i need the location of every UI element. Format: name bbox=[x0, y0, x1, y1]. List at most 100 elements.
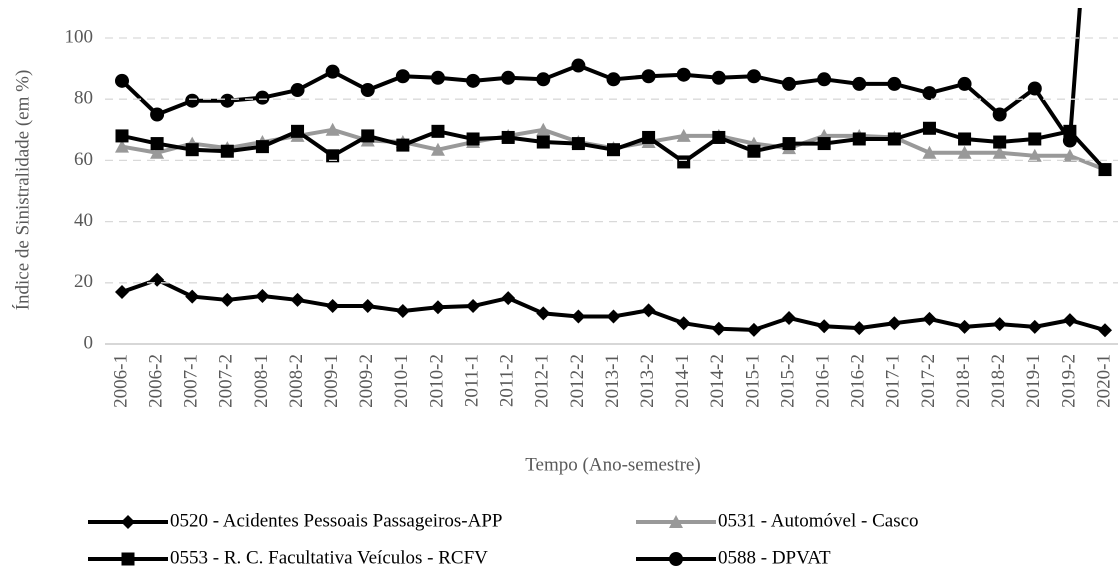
x-tick-label: 2020-1 bbox=[1093, 354, 1114, 408]
x-tick-label: 2012-2 bbox=[567, 354, 588, 408]
x-tick-label: 2011-2 bbox=[497, 354, 518, 407]
marker bbox=[606, 72, 621, 87]
marker bbox=[360, 83, 375, 98]
marker bbox=[291, 124, 305, 138]
x-tick-label: 2008-1 bbox=[251, 354, 272, 408]
marker bbox=[887, 132, 901, 146]
x-tick-label: 2011-1 bbox=[461, 354, 482, 407]
marker bbox=[255, 288, 270, 303]
marker bbox=[536, 135, 550, 149]
marker bbox=[817, 72, 832, 87]
y-tick-label: 0 bbox=[84, 332, 94, 353]
marker bbox=[669, 552, 683, 566]
x-tick-label: 2010-1 bbox=[391, 354, 412, 408]
marker bbox=[958, 132, 972, 146]
marker bbox=[642, 130, 656, 144]
marker bbox=[993, 135, 1007, 149]
marker bbox=[466, 299, 481, 314]
x-tick-label: 2007-1 bbox=[181, 354, 202, 408]
marker bbox=[501, 291, 516, 306]
legend-label: 0531 - Automóvel - Casco bbox=[718, 510, 919, 531]
x-tick-label: 2008-2 bbox=[286, 354, 307, 408]
marker bbox=[1027, 319, 1042, 334]
marker bbox=[431, 124, 445, 138]
marker bbox=[676, 67, 691, 82]
y-tick-label: 80 bbox=[74, 88, 93, 109]
x-tick-label: 2018-2 bbox=[988, 354, 1009, 408]
marker bbox=[115, 73, 129, 88]
marker bbox=[150, 107, 165, 122]
marker bbox=[957, 145, 972, 159]
x-tick-label: 2015-1 bbox=[742, 354, 763, 408]
marker bbox=[957, 319, 972, 334]
marker bbox=[290, 292, 305, 307]
marker bbox=[430, 300, 445, 315]
marker bbox=[115, 129, 129, 143]
marker bbox=[430, 142, 445, 156]
marker bbox=[817, 137, 831, 151]
marker bbox=[121, 552, 135, 566]
marker bbox=[1062, 148, 1077, 162]
marker bbox=[185, 93, 200, 108]
marker bbox=[325, 64, 340, 79]
marker bbox=[501, 70, 516, 85]
marker bbox=[255, 90, 270, 105]
marker bbox=[1062, 313, 1077, 328]
marker bbox=[220, 292, 235, 307]
marker bbox=[677, 155, 691, 169]
marker bbox=[746, 69, 761, 84]
marker bbox=[150, 145, 165, 159]
marker bbox=[992, 107, 1007, 122]
marker bbox=[121, 515, 135, 529]
marker bbox=[852, 76, 867, 91]
marker bbox=[782, 310, 797, 325]
x-tick-label: 2015-2 bbox=[777, 354, 798, 408]
marker bbox=[466, 132, 480, 146]
marker bbox=[536, 122, 551, 136]
marker bbox=[255, 140, 269, 154]
x-tick-label: 2019-2 bbox=[1058, 354, 1079, 408]
x-tick-label: 2010-2 bbox=[426, 354, 447, 408]
marker bbox=[115, 284, 129, 299]
marker bbox=[395, 303, 410, 318]
marker bbox=[185, 143, 199, 157]
marker bbox=[957, 76, 972, 91]
marker bbox=[669, 515, 683, 528]
marker bbox=[536, 306, 551, 321]
y-tick-label: 60 bbox=[74, 149, 93, 170]
marker bbox=[1027, 148, 1042, 162]
marker bbox=[396, 138, 410, 152]
marker bbox=[150, 272, 165, 287]
x-tick-label: 2014-2 bbox=[707, 354, 728, 408]
legend-label: 0588 - DPVAT bbox=[718, 547, 831, 568]
x-tick-label: 2006-2 bbox=[145, 354, 166, 408]
x-tick-label: 2009-2 bbox=[356, 354, 377, 408]
marker bbox=[115, 139, 129, 153]
marker bbox=[360, 299, 375, 314]
marker bbox=[325, 299, 340, 314]
plot-area bbox=[115, 8, 1112, 338]
y-tick-label: 20 bbox=[74, 271, 93, 292]
marker bbox=[150, 137, 164, 151]
marker bbox=[922, 311, 937, 326]
marker bbox=[606, 309, 621, 324]
y-tick-label: 40 bbox=[74, 210, 93, 231]
x-tick-label: 2018-1 bbox=[953, 354, 974, 408]
marker bbox=[852, 132, 866, 146]
x-tick-label: 2012-1 bbox=[532, 354, 553, 408]
marker bbox=[992, 145, 1007, 159]
marker bbox=[1062, 133, 1077, 148]
x-tick-label: 2019-1 bbox=[1023, 354, 1044, 408]
marker bbox=[992, 317, 1007, 332]
marker bbox=[887, 316, 902, 331]
marker bbox=[326, 149, 340, 163]
x-tick-label: 2017-2 bbox=[918, 354, 939, 408]
marker bbox=[1027, 81, 1042, 96]
x-tick-label: 2013-2 bbox=[637, 354, 658, 408]
marker bbox=[782, 137, 796, 151]
marker bbox=[571, 309, 586, 324]
marker bbox=[782, 76, 797, 91]
y-axis-label: Índice de Sinistralidade (em %) bbox=[11, 70, 33, 311]
marker bbox=[466, 73, 481, 88]
marker bbox=[571, 58, 586, 73]
